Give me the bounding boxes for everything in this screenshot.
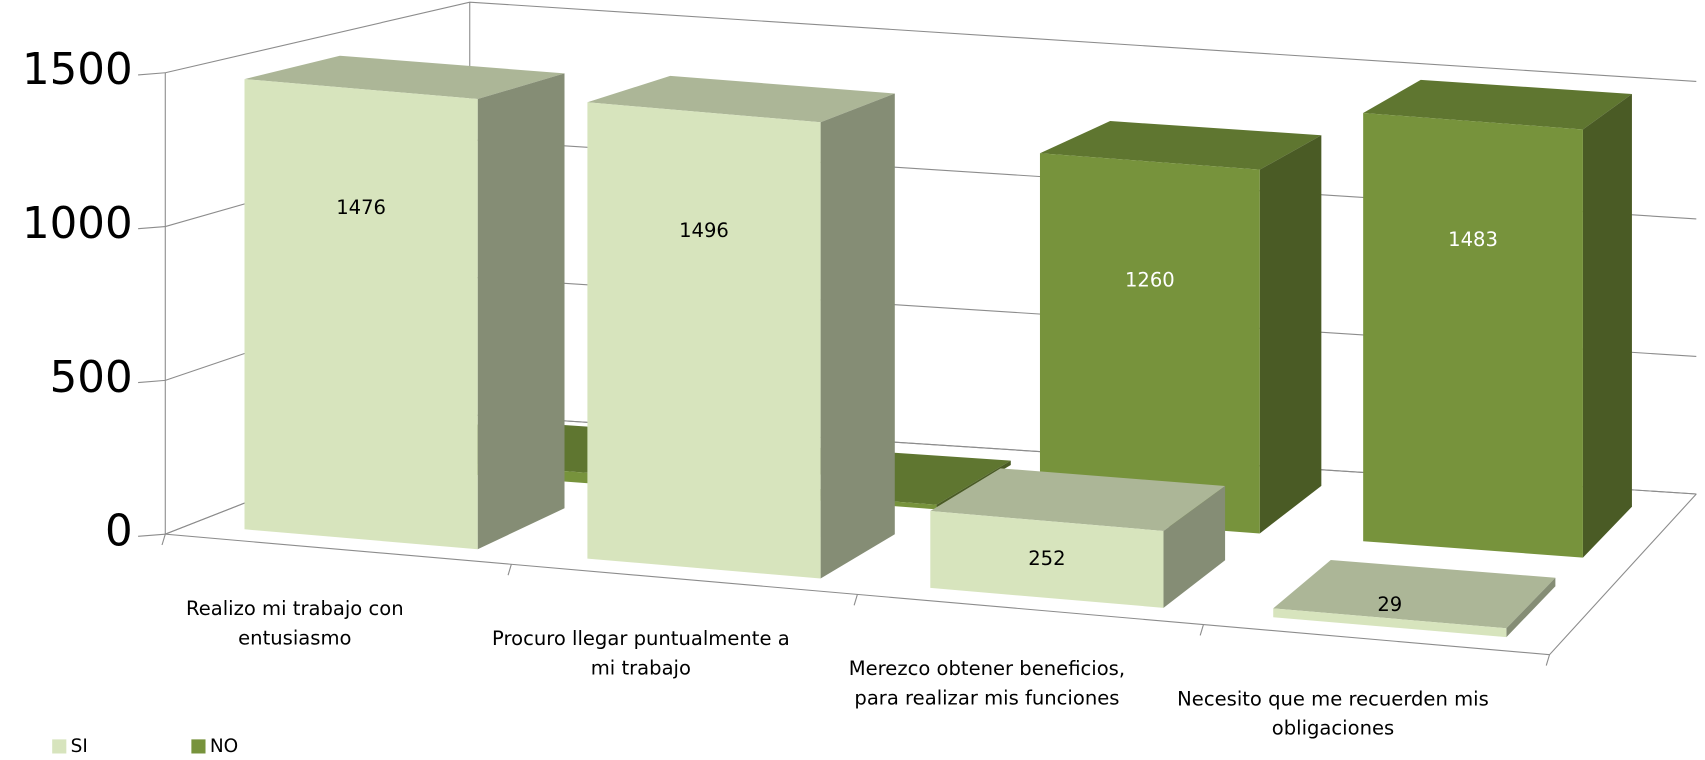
- y-tick-label: 0: [105, 507, 133, 557]
- value-label: 1496: [679, 219, 729, 242]
- x-tick-label: Merezco obtener beneficios, para realizar…: [849, 657, 1125, 709]
- bar-top: [930, 468, 1226, 531]
- grid-line: [165, 1, 1697, 82]
- bar-side: [1582, 94, 1632, 558]
- value-label: 1260: [1125, 268, 1175, 291]
- value-label: 1476: [336, 196, 386, 219]
- value-label: 1483: [1448, 228, 1498, 251]
- bar: [930, 468, 1226, 608]
- bar: [1273, 560, 1556, 638]
- bar-front: [587, 102, 821, 579]
- label-line: Merezco obtener beneficios,: [849, 657, 1125, 680]
- y-tick-label: 500: [50, 353, 133, 403]
- bar-front: [1363, 113, 1583, 558]
- label-line: Necesito que me recuerden mis: [1177, 687, 1489, 710]
- category-divider: [161, 534, 166, 546]
- label-line: obligaciones: [1272, 716, 1394, 739]
- x-tick-label: Necesito que me recuerden mis obligacione…: [1177, 687, 1489, 739]
- bar: [1039, 121, 1322, 534]
- bar: [1363, 79, 1632, 558]
- x-tick-label: Procuro llegar puntualmente a mi trabajo: [492, 627, 790, 679]
- y-tick: [138, 533, 166, 537]
- y-tick: [138, 226, 166, 230]
- legend-swatch: [52, 739, 67, 754]
- value-label: 29: [1377, 593, 1402, 616]
- category-divider: [1545, 654, 1551, 666]
- bar-side: [1259, 135, 1322, 534]
- bar: [587, 75, 895, 579]
- category-divider: [853, 594, 858, 606]
- y-tick-label: 1500: [22, 45, 133, 95]
- bar-side: [1163, 486, 1226, 608]
- y-tick: [138, 379, 166, 384]
- category-divider: [507, 564, 512, 576]
- label-line: mi trabajo: [591, 656, 691, 679]
- bar: [244, 55, 565, 550]
- bar-front: [1039, 153, 1260, 534]
- x-tick-label: Realizo mi trabajo con entusiasmo: [186, 596, 404, 648]
- bar-top: [1039, 121, 1322, 170]
- value-label: 252: [1028, 547, 1065, 570]
- legend-label: SI: [71, 736, 88, 757]
- bar-front: [930, 511, 1164, 608]
- label-line: entusiasmo: [238, 626, 351, 649]
- label-line: Realizo mi trabajo con: [186, 596, 404, 619]
- bar-top: [1273, 560, 1556, 629]
- legend-swatch: [191, 739, 206, 754]
- bar-top: [1363, 79, 1632, 130]
- bar-top: [587, 75, 895, 123]
- y-tick: [138, 72, 166, 76]
- bar-side: [1506, 577, 1556, 638]
- bar-front: [1273, 608, 1507, 638]
- bar-front: [244, 79, 478, 550]
- category-divider: [1199, 624, 1204, 636]
- legend-label: NO: [210, 736, 238, 757]
- bar-side: [820, 93, 895, 579]
- bar-top: [244, 55, 565, 100]
- y-tick-label: 1000: [22, 199, 133, 249]
- label-line: Procuro llegar puntualmente a: [492, 627, 790, 650]
- label-line: para realizar mis funciones: [854, 686, 1119, 709]
- bar-side: [477, 73, 565, 550]
